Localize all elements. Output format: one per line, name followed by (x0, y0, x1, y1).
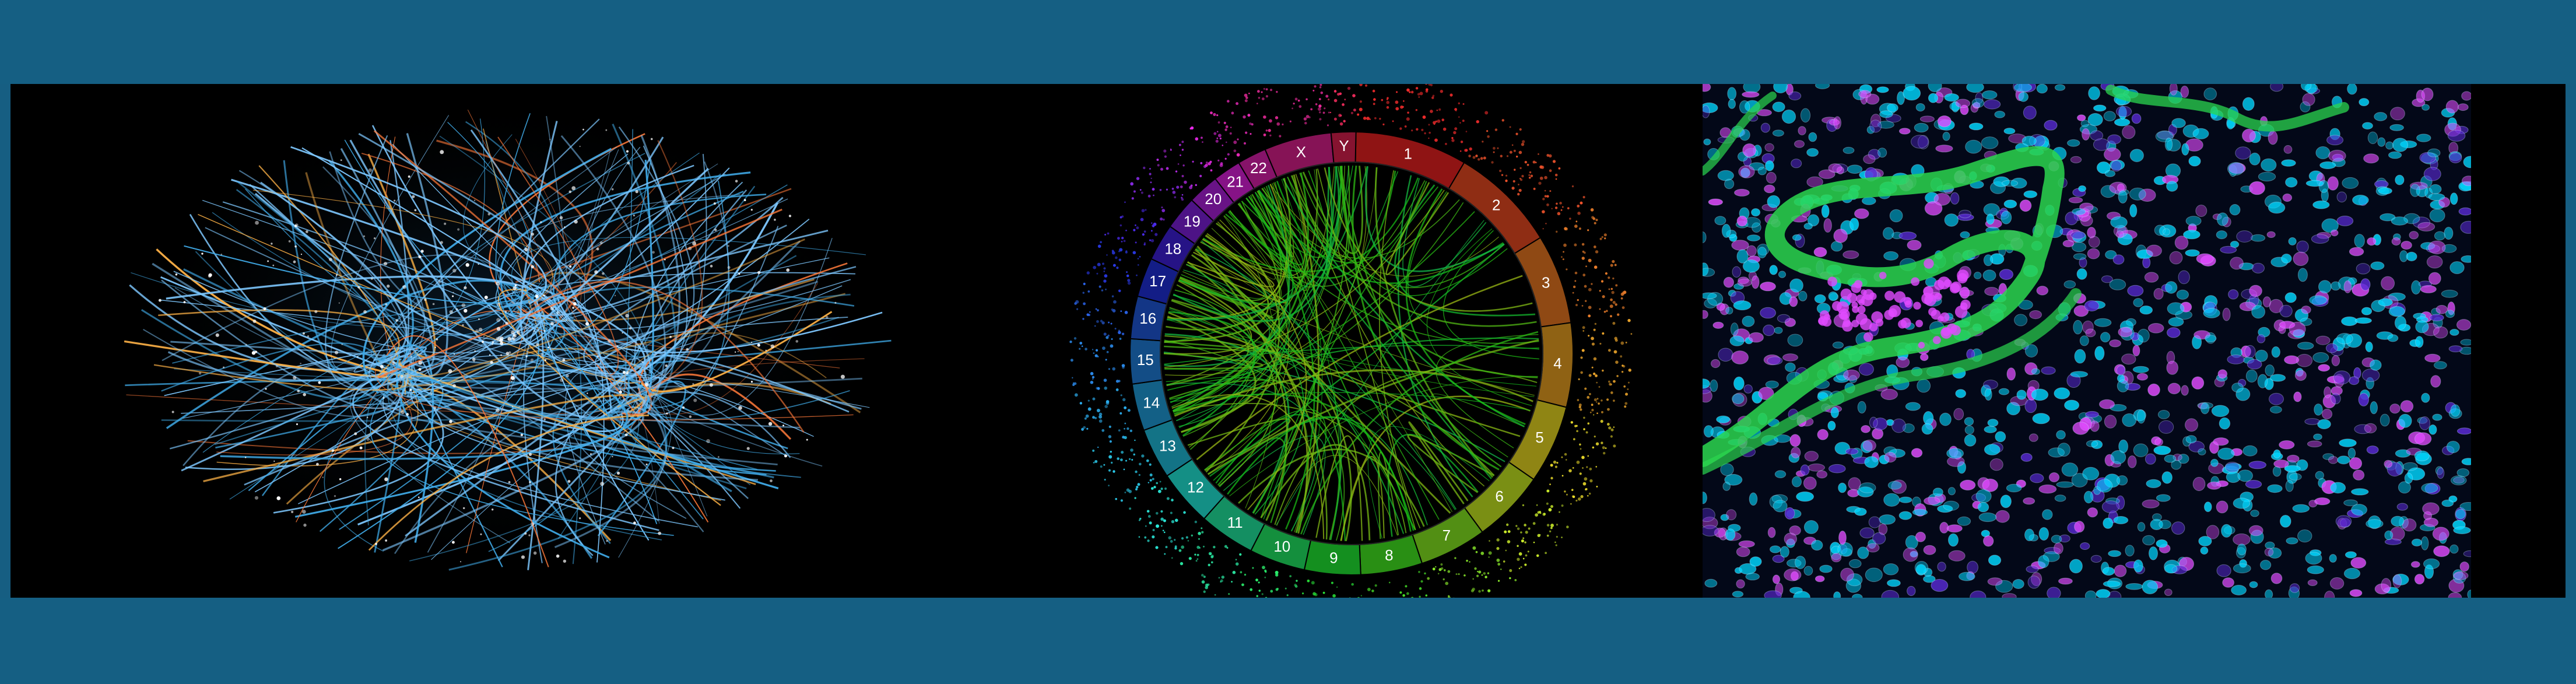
chromosome-label: 22 (1250, 159, 1267, 177)
chromosome-label: 13 (1159, 437, 1176, 454)
chromosome-label: 15 (1137, 351, 1154, 369)
chromosome-label: 18 (1164, 240, 1181, 257)
chromosome-label: 2 (1492, 197, 1500, 214)
chromosome-label: 5 (1535, 429, 1543, 446)
tissue-graphic (1703, 84, 2471, 598)
circos-genome-plot: 1 2 3 4 5 6 7 8 9 10 11 12 13 14 15 16 17 18 19 20 21 22 X Y (990, 84, 1713, 598)
circos-links (1163, 165, 1539, 542)
lumen-cell-cluster (1818, 258, 1971, 349)
chromosome-label: 11 (1227, 514, 1243, 531)
chromosome-label: 16 (1139, 310, 1156, 327)
epithelium-band (1703, 146, 2065, 467)
neural-nodes (158, 128, 845, 563)
chromosome-label: 10 (1273, 538, 1290, 555)
brain-network-graphic (115, 90, 892, 580)
chromosome-label: 6 (1495, 487, 1503, 505)
neural-fibers (124, 109, 892, 571)
fluorescence-tissue-image (1703, 84, 2471, 598)
chromosome-label: 4 (1553, 355, 1561, 372)
bottom-color-band (0, 598, 2576, 684)
top-color-band (0, 0, 2576, 84)
chromosome-label: 21 (1227, 173, 1244, 190)
chromosome-label: 20 (1205, 190, 1222, 208)
image-strip: 1 2 3 4 5 6 7 8 9 10 11 12 13 14 15 16 17 18 19 20 21 22 X Y (10, 84, 2566, 598)
chromosome-label: 7 (1443, 527, 1451, 544)
chromosome-label: 1 (1403, 145, 1412, 162)
chromosome-label: 9 (1329, 549, 1338, 567)
chromosome-label: 17 (1149, 272, 1166, 290)
chromosome-label: X (1296, 143, 1306, 161)
chromosome-label: Y (1339, 137, 1349, 155)
brain-network-illustration (10, 84, 990, 598)
chromosome-label: 19 (1184, 212, 1201, 230)
chromosome-label: 3 (1542, 273, 1550, 291)
chromosome-label: 8 (1385, 546, 1393, 564)
chromosome-label: 14 (1143, 394, 1160, 411)
chromosome-label: 12 (1187, 479, 1204, 496)
